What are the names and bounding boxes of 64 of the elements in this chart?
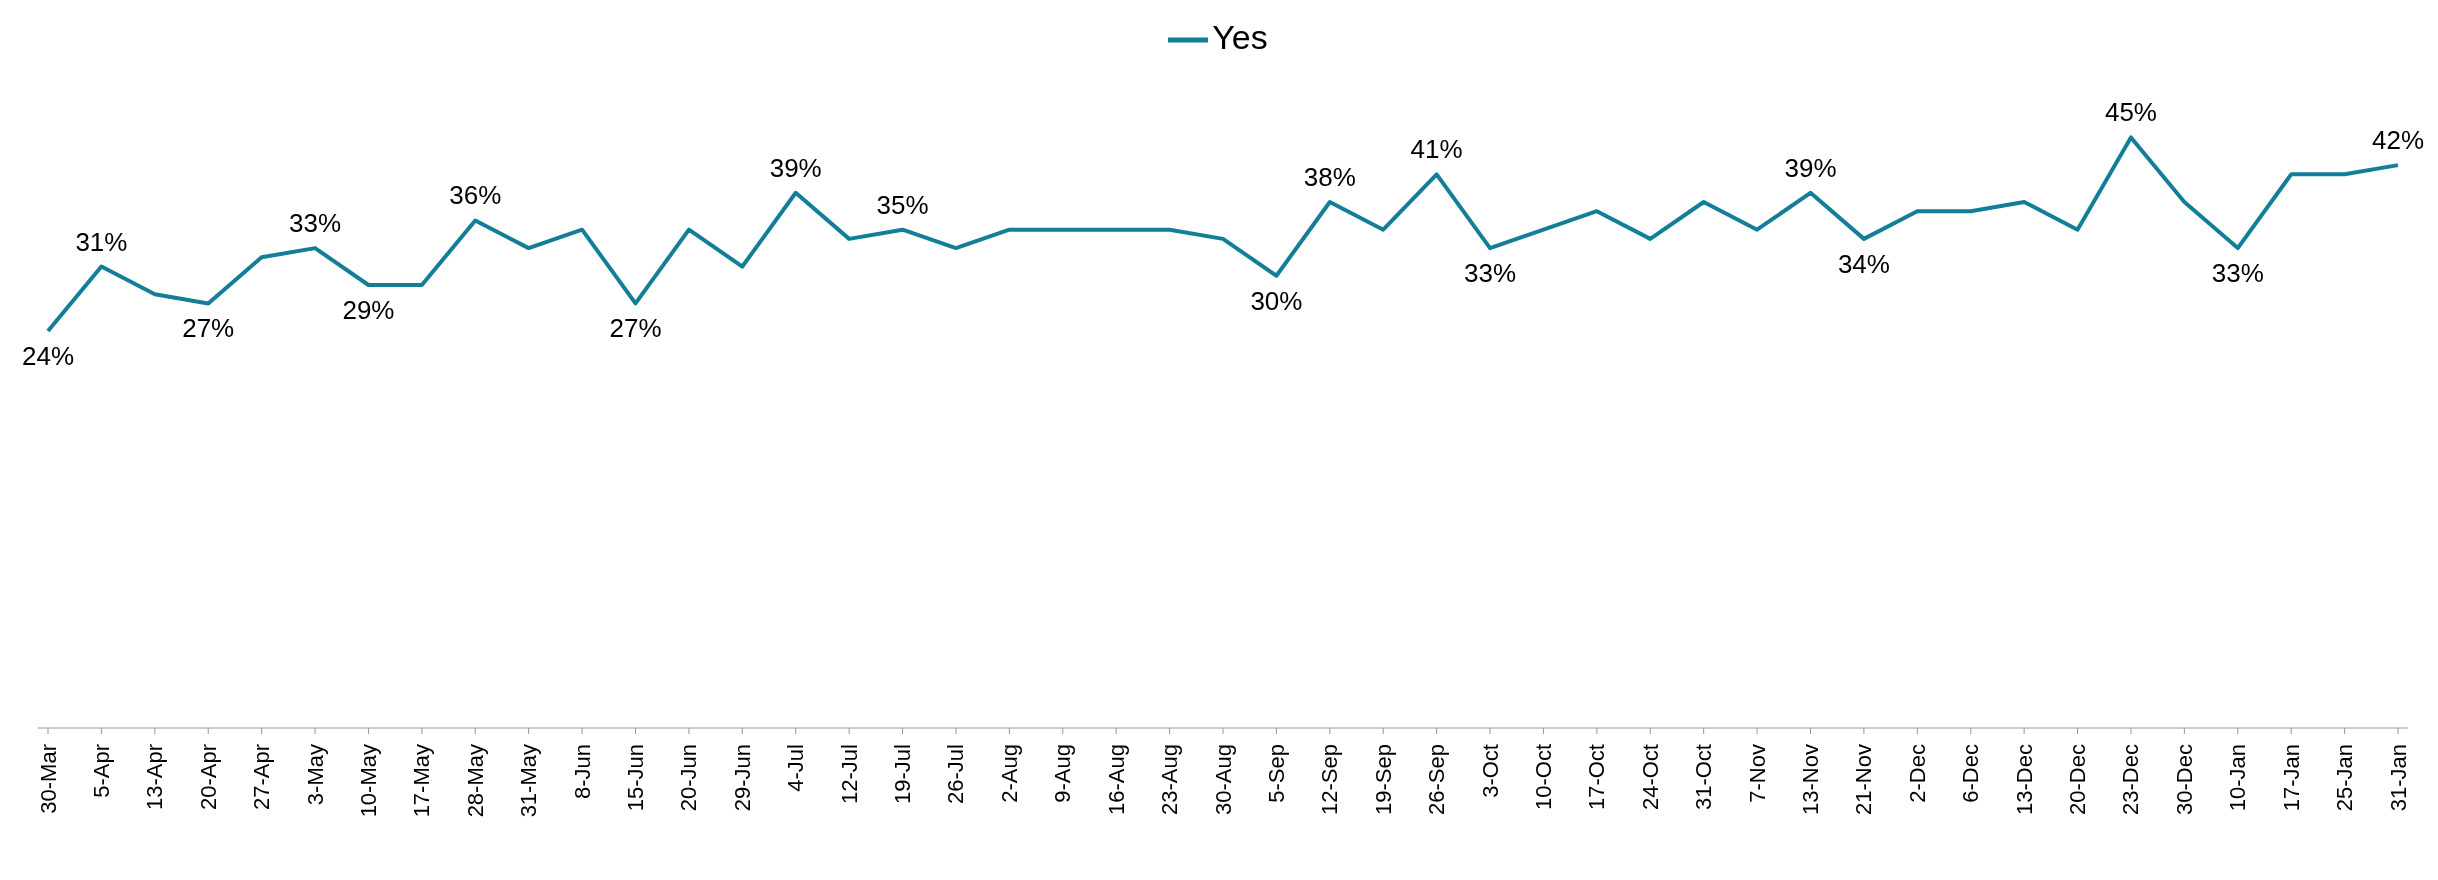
data-label: 33%: [1464, 258, 1517, 289]
x-tick-label: 19-Sep: [1370, 744, 1396, 815]
x-tick-label: 26-Sep: [1424, 744, 1450, 815]
x-tick-label: 31-May: [516, 744, 542, 818]
x-tick-label: 23-Dec: [2118, 744, 2144, 815]
x-tick-label: 24-Oct: [1637, 744, 1663, 811]
data-label: 29%: [342, 294, 395, 325]
x-tick-label: 27-Apr: [249, 744, 275, 811]
data-label: 39%: [1784, 152, 1837, 183]
x-tick-label: 12-Sep: [1317, 744, 1343, 815]
x-tick-label: 3-May: [302, 744, 328, 806]
x-tick-label: 30-Aug: [1210, 744, 1236, 815]
x-tick-label: 21-Nov: [1851, 744, 1877, 815]
x-tick-label: 25-Jan: [2332, 744, 2358, 812]
x-tick-label: 6-Dec: [1958, 744, 1984, 803]
x-tick-label: 30-Mar: [35, 744, 61, 814]
x-tick-label: 20-Apr: [195, 744, 221, 811]
x-tick-label: 23-Aug: [1157, 744, 1183, 815]
x-tick-label: 20-Dec: [2065, 744, 2091, 815]
x-tick-label: 16-Aug: [1103, 744, 1129, 815]
x-tick-label: 26-Jul: [943, 744, 969, 804]
x-tick-label: 31-Oct: [1691, 744, 1717, 811]
data-label: 24%: [21, 341, 75, 372]
x-tick-label: 2-Aug: [996, 744, 1022, 803]
data-label: 27%: [182, 313, 235, 344]
x-tick-label: 13-Apr: [142, 744, 168, 811]
data-label: 36%: [449, 180, 502, 211]
data-label: 38%: [1303, 162, 1356, 192]
x-tick-label: 10-Oct: [1530, 744, 1556, 811]
data-label: 45%: [2104, 97, 2157, 128]
x-tick-label: 10-Jan: [2225, 744, 2251, 812]
data-label: 30%: [1250, 285, 1303, 316]
data-label: 27%: [609, 313, 662, 344]
x-tick-label: 7-Nov: [1744, 744, 1770, 803]
data-label: 39%: [769, 152, 822, 183]
x-tick-label: 29-Jun: [729, 744, 755, 812]
x-tick-label: 17-Jan: [2278, 744, 2304, 812]
x-tick-label: 31-Jan: [2385, 744, 2411, 812]
x-tick-label: 3-Oct: [1477, 744, 1503, 798]
x-tick-label: 13-Nov: [1798, 744, 1823, 815]
x-tick-label: 10-May: [355, 744, 381, 818]
x-tick-label: 20-Jun: [676, 744, 702, 812]
x-tick-label: 8-Jun: [569, 744, 595, 800]
x-tick-label: 13-Dec: [2011, 744, 2037, 815]
data-label: 33%: [289, 208, 342, 239]
x-tick-label: 17-Oct: [1584, 744, 1610, 811]
x-tick-label: 15-Jun: [623, 744, 648, 812]
x-tick-label: 17-May: [409, 744, 435, 818]
data-label: 42%: [2371, 125, 2425, 156]
data-label: 33%: [2211, 258, 2264, 289]
x-tick-label: 9-Aug: [1050, 744, 1076, 803]
x-tick-label: 2-Dec: [1904, 744, 1930, 803]
legend-label: Yes: [1212, 18, 1268, 56]
x-tick-label: 28-May: [462, 744, 488, 818]
x-tick-label: 30-Dec: [2171, 744, 2197, 815]
x-tick-label: 5-Apr: [88, 744, 114, 798]
data-label: 41%: [1410, 134, 1463, 165]
x-tick-label: 19-Jul: [890, 744, 916, 804]
data-label: 31%: [75, 226, 128, 257]
x-tick-label: 4-Jul: [783, 744, 809, 792]
x-tick-label: 12-Jul: [836, 744, 862, 804]
data-label: 35%: [876, 189, 929, 220]
x-tick-label: 5-Sep: [1263, 744, 1289, 803]
data-label: 34%: [1837, 248, 1890, 279]
